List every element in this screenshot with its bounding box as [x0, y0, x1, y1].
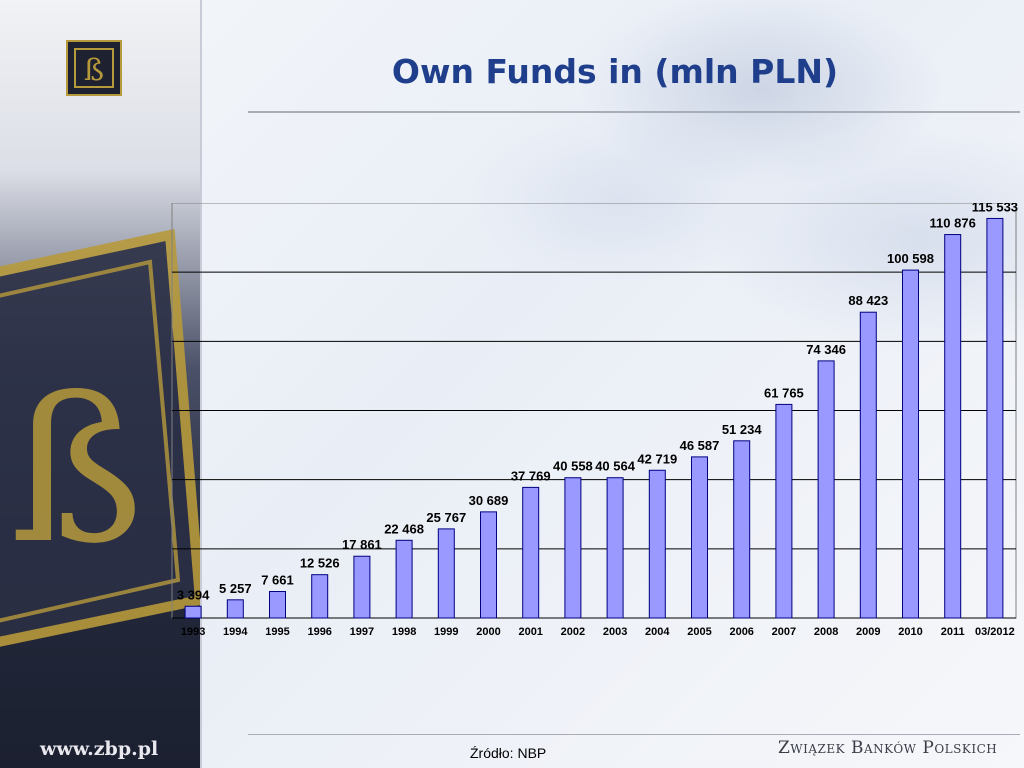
bar: [691, 456, 708, 619]
bar: [480, 511, 497, 619]
x-tick-label: 1998: [392, 626, 416, 638]
source-note: Źródło: NBP: [470, 745, 547, 761]
x-tick-label: 2009: [856, 626, 880, 638]
data-label: 51 234: [722, 422, 763, 437]
bar: [311, 574, 329, 619]
data-label: 12 526: [300, 556, 340, 571]
x-tick-label: 2008: [814, 626, 838, 638]
bar: [353, 555, 371, 619]
x-tick-label: 2001: [518, 626, 542, 638]
x-tick-label: 1993: [181, 626, 205, 638]
slide-title: Own Funds in (mln PLN): [391, 52, 839, 91]
bar: [944, 234, 962, 619]
footer-divider: [248, 734, 1020, 735]
zbp-logo: ß: [66, 40, 122, 96]
decorative-side-panel: ß: [0, 0, 200, 768]
x-tick-label: 2003: [603, 626, 627, 638]
data-label: 3 394: [177, 587, 210, 602]
data-label: 17 861: [342, 537, 382, 552]
x-tick-label: 1997: [350, 626, 374, 638]
data-label: 37 769: [511, 468, 551, 483]
data-label: 42 719: [637, 451, 677, 466]
data-label: 40 558: [553, 459, 593, 474]
svg-text:ß: ß: [10, 355, 144, 588]
data-label: 115 533: [972, 203, 1018, 214]
bar: [648, 469, 666, 619]
data-label: 88 423: [848, 293, 888, 308]
panel-divider: [200, 0, 202, 768]
data-label: 61 765: [764, 385, 804, 400]
data-label: 46 587: [680, 438, 720, 453]
data-label: 100 598: [887, 251, 934, 266]
bar: [184, 605, 202, 619]
logo-emblem-icon: ß: [74, 48, 114, 88]
bar: [395, 539, 413, 619]
bar: [902, 269, 919, 619]
bar: [733, 440, 751, 619]
data-label: 5 257: [219, 581, 252, 596]
x-tick-label: 2002: [561, 626, 585, 638]
x-tick-label: 2000: [476, 626, 500, 638]
bar: [522, 486, 540, 619]
bar-chart: 3 394 1993 5 257 1994 7 661 1995 12 526 1996 17 …: [170, 203, 1018, 645]
x-tick-label: 2006: [729, 626, 753, 638]
title-divider: [248, 111, 1020, 113]
x-tick-label: 2010: [898, 626, 922, 638]
x-tick-label: 1995: [265, 626, 289, 638]
x-tick-label: 1999: [434, 626, 458, 638]
x-tick-label: 2011: [941, 626, 965, 638]
bar: [564, 477, 582, 619]
website-link[interactable]: www.zbp.pl: [40, 738, 159, 760]
data-label: 110 876: [930, 216, 976, 231]
organization-name: Związek Banków Polskich: [778, 738, 998, 758]
x-tick-label: 2005: [687, 626, 711, 638]
bar: [775, 403, 793, 619]
data-label: 74 346: [806, 342, 846, 357]
bar: [859, 311, 877, 619]
bar: [269, 591, 286, 619]
data-label: 7 661: [261, 573, 294, 588]
bar: [606, 477, 624, 619]
data-label: 30 689: [469, 493, 509, 508]
background-photo: [202, 0, 1024, 420]
bar: [986, 217, 1004, 619]
data-label: 25 767: [426, 510, 466, 525]
emblem-watermark-icon: ß: [0, 228, 200, 647]
svg-text:ß: ß: [84, 53, 104, 88]
chart-canvas: 3 394 1993 5 257 1994 7 661 1995 12 526 1996 17 …: [171, 203, 1018, 638]
bar: [437, 528, 455, 619]
x-tick-label: 2004: [645, 626, 670, 638]
bar: [817, 360, 835, 619]
data-label: 22 468: [384, 521, 424, 536]
x-tick-label: 1996: [307, 626, 331, 638]
x-tick-label: 1994: [223, 626, 248, 638]
x-tick-label: 2007: [772, 626, 796, 638]
bar: [226, 599, 244, 619]
x-tick-label: 03/2012: [975, 626, 1015, 638]
data-label: 40 564: [595, 459, 636, 474]
